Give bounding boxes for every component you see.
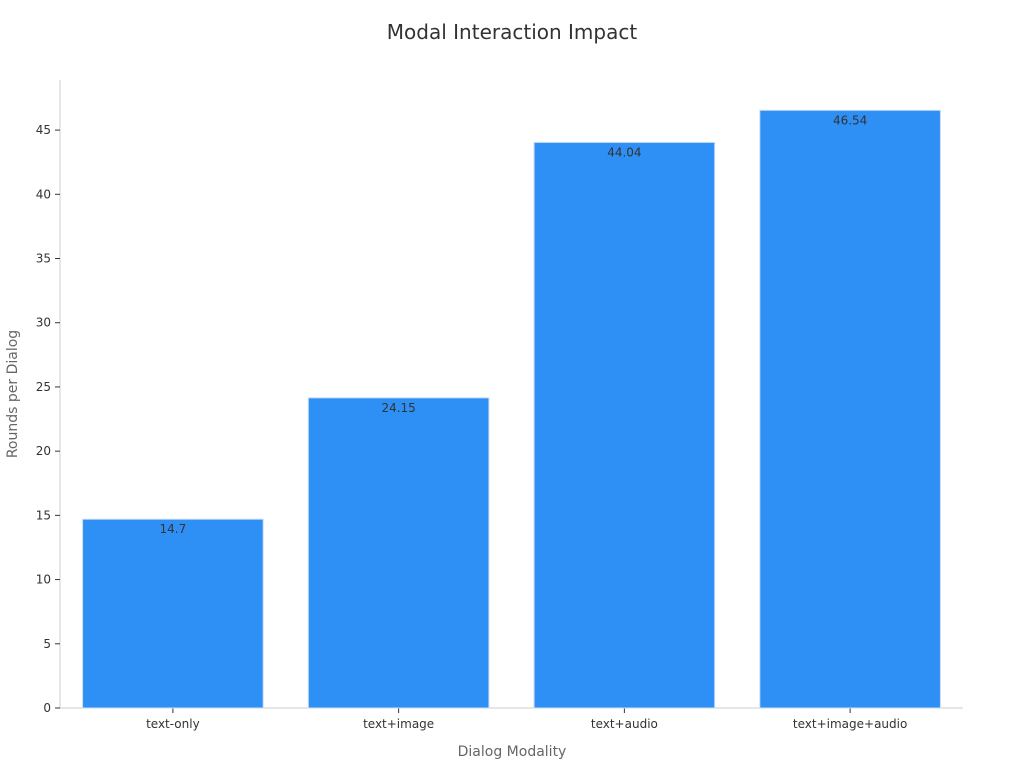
bar-text-only (82, 518, 264, 709)
x-axis-title: Dialog Modality (458, 744, 567, 760)
chart-title: Modal Interaction Impact (386, 20, 638, 44)
y-tick-label: 40 (36, 187, 51, 201)
data-label: 46.54 (833, 113, 867, 127)
y-axis-title: Rounds per Dialog (5, 330, 21, 458)
y-tick-label: 20 (36, 444, 51, 458)
y-tick-label: 5 (43, 637, 51, 651)
y-tick-label: 30 (36, 316, 51, 330)
x-tick-label: text+audio (591, 717, 658, 731)
x-tick-label: text+image (363, 717, 434, 731)
labels-group: 14.7 24.15 44.04 46.54 (160, 113, 868, 536)
bar-text-audio (533, 141, 716, 709)
y-tick-label: 15 (36, 508, 51, 522)
x-tick-label: text+image+audio (793, 717, 907, 731)
axes-group: 0 5 10 15 20 25 30 35 40 45 text-only text+image tex… (36, 80, 963, 731)
data-label: 24.15 (381, 401, 415, 415)
y-tick-label: 25 (36, 380, 51, 394)
y-tick-label: 10 (36, 573, 51, 587)
bar-text-image (307, 397, 490, 709)
bars-group (82, 109, 941, 709)
x-tick-label: text-only (146, 717, 200, 731)
y-tick-label: 45 (36, 123, 51, 137)
y-tick-label: 35 (36, 252, 51, 266)
data-label: 14.7 (160, 522, 187, 536)
data-label: 44.04 (607, 145, 641, 159)
bar-text-image-audio (759, 109, 941, 709)
y-tick-label: 0 (43, 701, 51, 715)
